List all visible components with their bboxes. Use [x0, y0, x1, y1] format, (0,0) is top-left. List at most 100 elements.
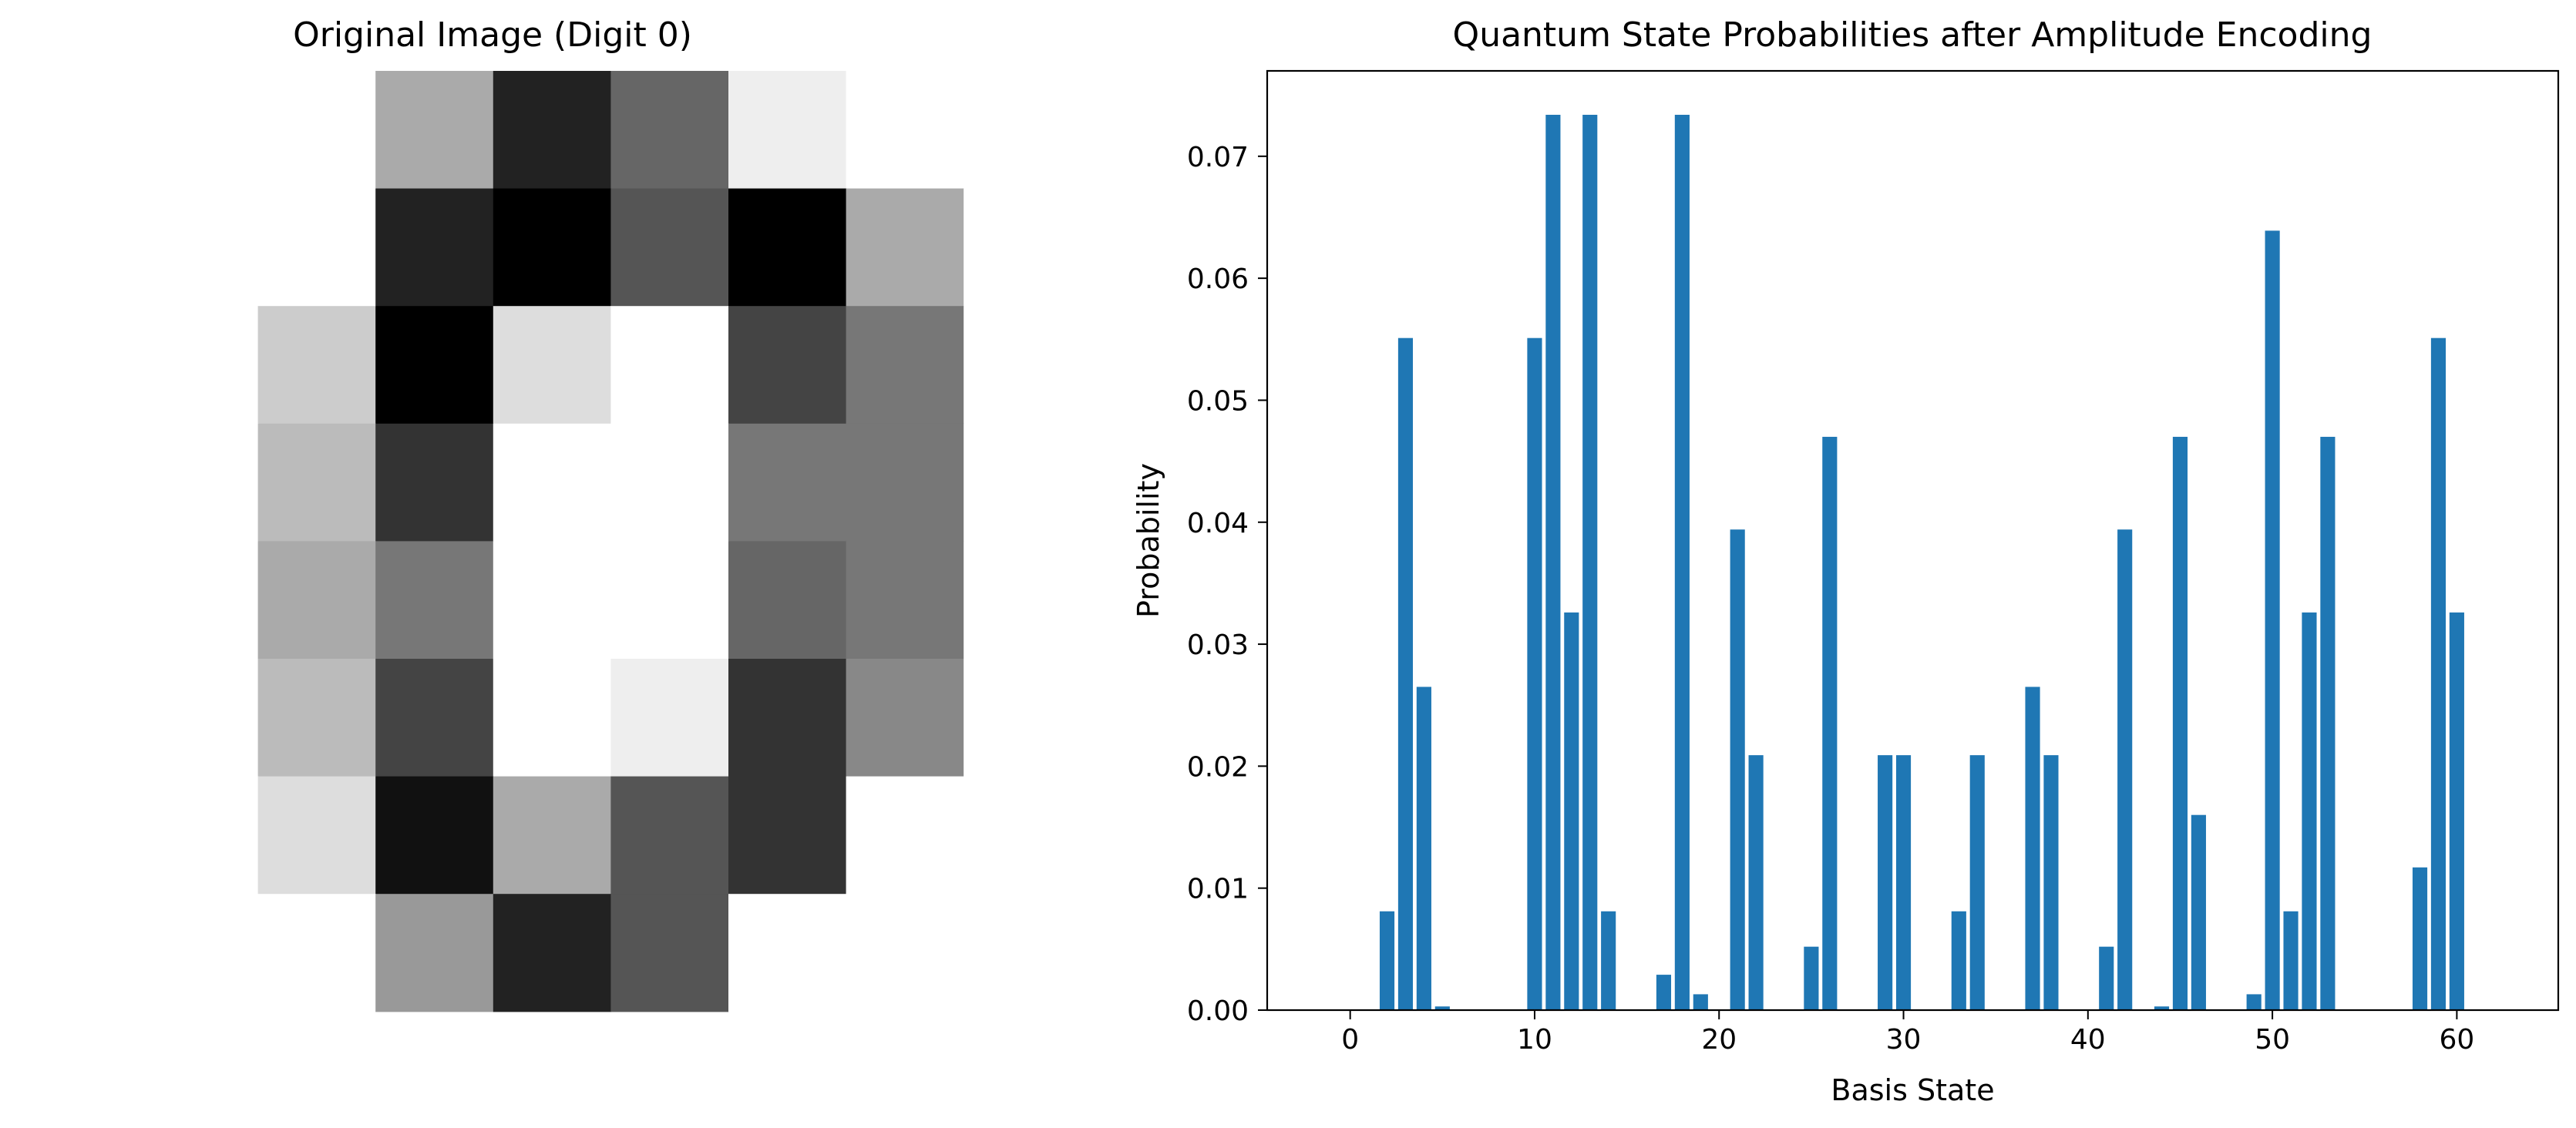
x-tick-label: 60 — [2439, 1024, 2474, 1056]
bar — [1730, 529, 1745, 1010]
image-pixel — [846, 541, 964, 660]
image-pixel — [257, 423, 376, 542]
image-pixel — [728, 423, 847, 542]
bar — [1397, 337, 1414, 1010]
image-pixel — [963, 423, 1002, 542]
chart-panel: Quantum State Probabilities after Amplit… — [1002, 0, 2576, 1128]
image-pixel — [846, 188, 964, 307]
x-tick-label: 40 — [2070, 1024, 2106, 1056]
plot-frame — [1266, 69, 2560, 1012]
bar — [1804, 946, 1819, 1010]
image-pixel — [963, 894, 1002, 1012]
image-pixel — [257, 306, 376, 425]
image-pixel — [963, 306, 1002, 425]
y-tick-label: 0.07 — [1187, 142, 1249, 173]
image-pixel — [963, 776, 1002, 895]
image-pixel — [375, 306, 494, 425]
bar — [2025, 687, 2040, 1010]
image-pixel — [610, 423, 729, 542]
image-pixel — [375, 894, 494, 1012]
image-pixel — [610, 776, 729, 895]
x-axis-label: Basis State — [1831, 1073, 1994, 1107]
image-pixel — [140, 423, 259, 542]
image-pixel — [375, 541, 494, 660]
image-pixel — [375, 71, 494, 190]
y-tick-label: 0.02 — [1187, 751, 1249, 783]
bar — [1564, 612, 1579, 1010]
bar — [2265, 230, 2280, 1010]
x-tick-label: 20 — [1701, 1024, 1737, 1056]
image-pixel — [140, 894, 259, 1012]
bar — [1416, 687, 1431, 1010]
image-pixel — [846, 659, 964, 777]
image-pixel — [375, 188, 494, 307]
image-pixel — [257, 659, 376, 777]
image-pixel — [493, 659, 611, 777]
image-pixel — [728, 776, 847, 895]
y-tick-label: 0.04 — [1187, 508, 1249, 539]
bar — [1379, 911, 1395, 1010]
bar — [1545, 114, 1561, 1011]
bar — [1693, 994, 1708, 1010]
bar — [2099, 946, 2114, 1010]
bar — [1878, 755, 1893, 1010]
image-pixel — [375, 776, 494, 895]
image-pixel — [375, 423, 494, 542]
image-pixel — [257, 541, 376, 660]
image-pixel — [610, 306, 729, 425]
bar — [2246, 994, 2262, 1010]
image-title: Original Image (Digit 0) — [293, 15, 692, 55]
bar — [2283, 911, 2299, 1010]
image-pixel — [257, 71, 376, 190]
bar — [2320, 436, 2336, 1010]
image-pixel — [728, 541, 847, 660]
bar — [1582, 114, 1598, 1011]
image-pixel — [140, 306, 259, 425]
bar — [2449, 612, 2464, 1010]
chart-title: Quantum State Probabilities after Amplit… — [1452, 15, 2373, 55]
y-axis-label: Probability — [1132, 463, 1165, 618]
image-pixel — [963, 541, 1002, 660]
image-pixel — [140, 188, 259, 307]
x-tick-label: 0 — [1341, 1024, 1359, 1056]
image-pixel — [846, 423, 964, 542]
bar — [1951, 911, 1966, 1010]
image-pixel — [140, 71, 259, 190]
bar — [2117, 529, 2133, 1010]
image-pixel — [728, 659, 847, 777]
bar — [1674, 114, 1690, 1011]
image-pixel — [610, 188, 729, 307]
bar — [1748, 755, 1764, 1010]
image-pixel — [728, 894, 847, 1012]
image-pixel — [846, 306, 964, 425]
y-tick-label: 0.05 — [1187, 385, 1249, 417]
image-pixel — [963, 659, 1002, 777]
image-pixel — [257, 188, 376, 307]
bar — [2154, 1006, 2170, 1010]
image-pixel — [257, 894, 376, 1012]
image-pixel — [610, 71, 729, 190]
image-pixel — [846, 776, 964, 895]
image-pixel — [493, 188, 611, 307]
bar — [2412, 867, 2428, 1010]
bar — [1527, 337, 1542, 1010]
image-pixel — [493, 71, 611, 190]
x-tick-label: 30 — [1886, 1024, 1922, 1056]
x-tick-label: 50 — [2255, 1024, 2290, 1056]
image-pixel — [846, 71, 964, 190]
image-pixel — [493, 541, 611, 660]
bar-chart: 0 10 20 30 40 50 60 0.00 0.01 0.02 0.03 0.04 0.05 0.0… — [1132, 69, 2560, 1107]
image-pixel — [728, 188, 847, 307]
y-tick-label: 0.03 — [1187, 629, 1249, 661]
image-pixel — [610, 894, 729, 1012]
x-tick-label: 10 — [1517, 1024, 1552, 1056]
bar — [1822, 436, 1838, 1010]
image-pixel — [846, 894, 964, 1012]
image-pixel — [257, 776, 376, 895]
image-panel: Original Image (Digit 0) — [0, 0, 1002, 1128]
bar — [2302, 612, 2317, 1010]
bar — [2172, 436, 2188, 1010]
image-pixel — [140, 659, 259, 777]
bar — [2430, 337, 2447, 1010]
bar — [1434, 1006, 1450, 1010]
